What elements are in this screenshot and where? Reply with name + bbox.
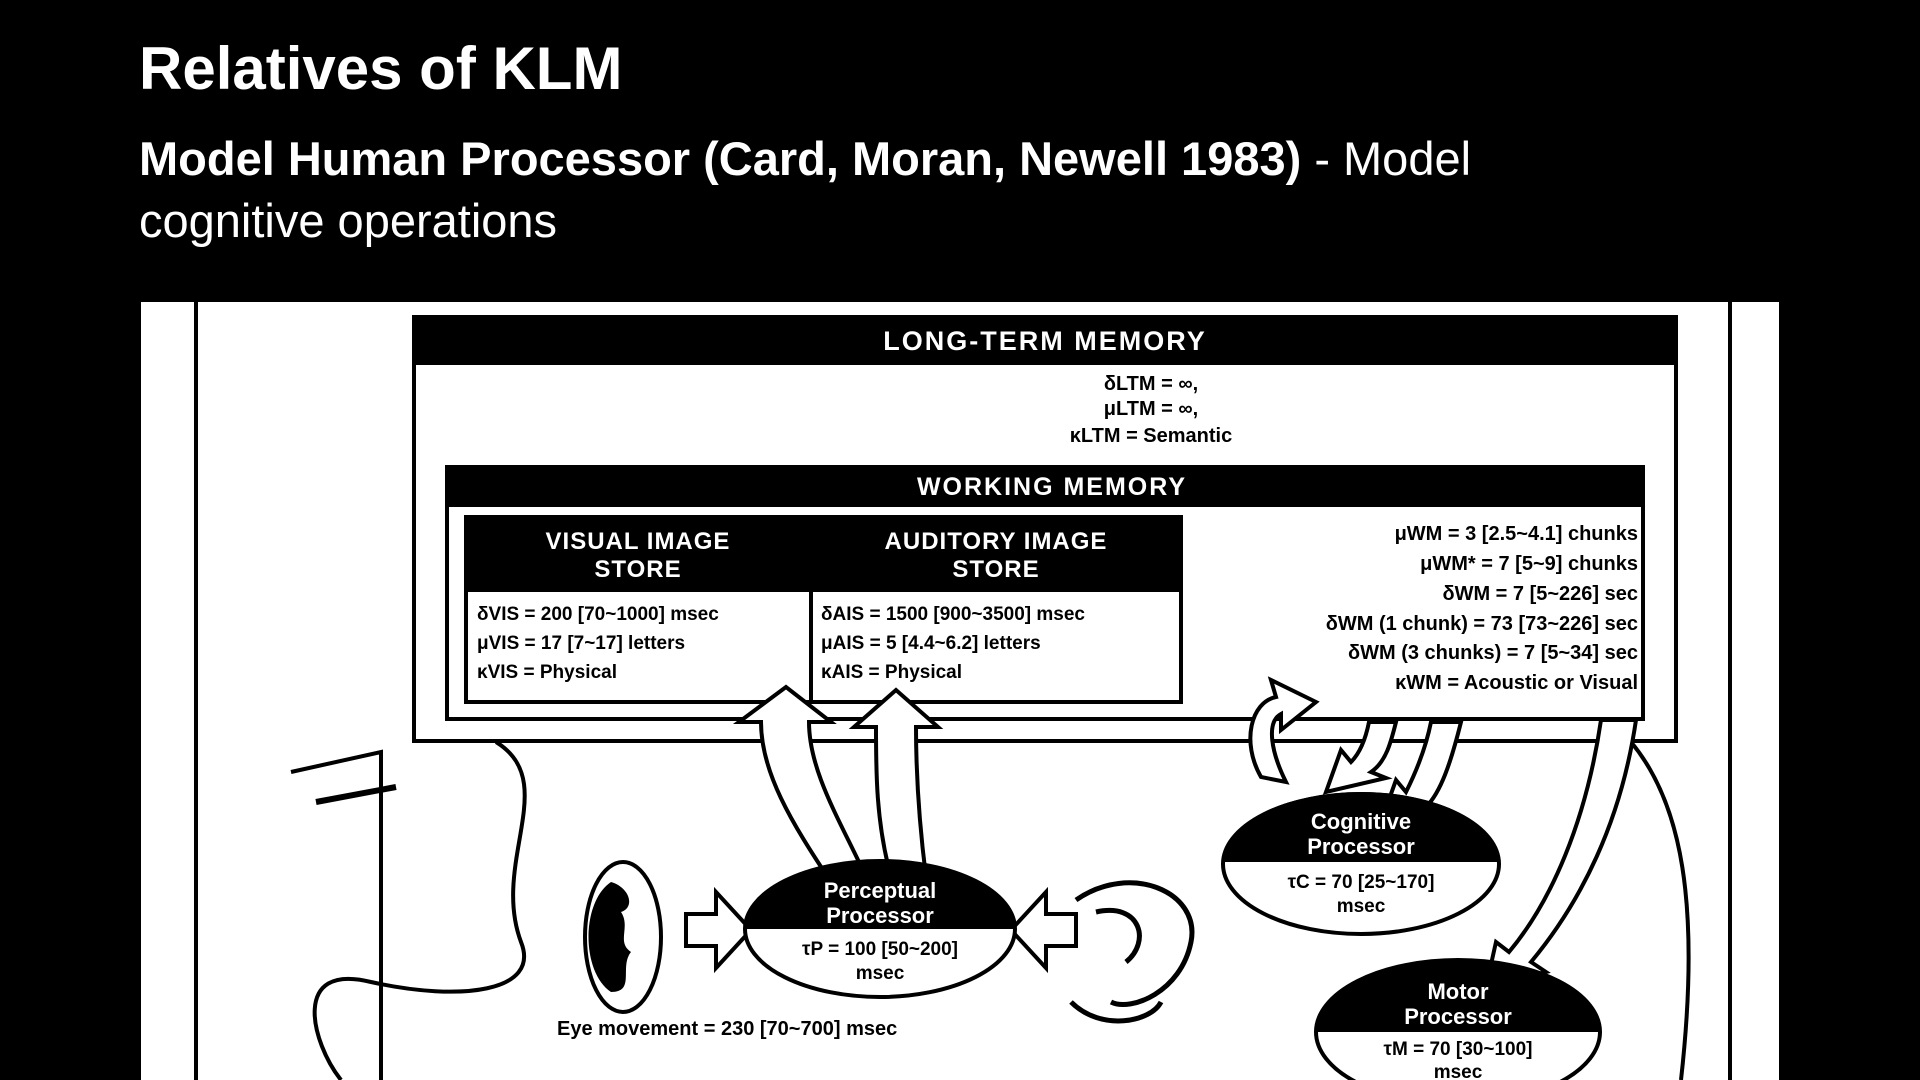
mhp-diagram: LONG-TERM MEMORY δLTM = ∞, μLTM = ∞, κLT… — [194, 302, 1732, 1080]
perceptual-unit: msec — [856, 963, 905, 984]
slide-title: Relatives of KLM — [139, 35, 623, 102]
perceptual-name: Perceptual — [824, 878, 937, 903]
ltm-capacity: μLTM = ∞, — [1104, 398, 1198, 420]
ltm-title: LONG-TERM MEMORY — [883, 326, 1206, 356]
cognitive-param: τC = 70 [25~170] — [1288, 872, 1435, 893]
wm-param: μWM* = 7 [5~9] chunks — [1420, 553, 1638, 575]
cognitive-name: Cognitive — [1311, 809, 1411, 834]
motor-unit: msec — [1434, 1062, 1483, 1080]
vis-param: δVIS = 200 [70~1000] msec — [477, 604, 719, 625]
ais-param: μAIS = 5 [4.4~6.2] letters — [821, 633, 1041, 654]
cognitive-to-wm-arrow — [1248, 676, 1320, 785]
slide-subtitle: Model Human Processor (Card, Moran, Newe… — [139, 128, 1639, 252]
perceptual-name: Processor — [826, 903, 934, 928]
wm-param: δWM (3 chunks) = 7 [5~34] sec — [1348, 642, 1638, 664]
vis-param: κVIS = Physical — [477, 662, 617, 683]
wm-title: WORKING MEMORY — [917, 473, 1187, 501]
perceptual-processor: Perceptual Processor τP = 100 [50~200] m… — [743, 859, 1017, 999]
model-human-processor-figure: LONG-TERM MEMORY δLTM = ∞, μLTM = ∞, κLT… — [141, 302, 1779, 1080]
perceptual-param: τP = 100 [50~200] — [802, 939, 958, 960]
wm-to-motor-arrow — [1483, 718, 1639, 990]
wm-param: δWM = 7 [5~226] sec — [1442, 583, 1638, 605]
visual-input-arrow — [684, 886, 754, 974]
visual-image-store: VISUAL IMAGE STORE δVIS = 200 [70~1000] … — [464, 515, 813, 704]
vis-param: μVIS = 17 [7~17] letters — [477, 633, 685, 654]
motor-name: Motor — [1427, 979, 1489, 1004]
body-outline — [290, 749, 383, 1080]
head-outline — [312, 740, 527, 1080]
eye-movement-label: Eye movement = 230 [70~700] msec — [557, 1018, 897, 1040]
cognitive-name: Processor — [1307, 834, 1415, 859]
cognitive-processor: Cognitive Processor τC = 70 [25~170] mse… — [1221, 792, 1501, 936]
ltm-code: κLTM = Semantic — [1070, 425, 1232, 447]
ais-param: δAIS = 1500 [900~3500] msec — [821, 604, 1085, 625]
eye-icon — [583, 860, 663, 1014]
wm-param: δWM (1 chunk) = 73 [73~226] sec — [1326, 613, 1638, 635]
ear-icon — [1069, 880, 1195, 1024]
motor-processor: Motor Processor τM = 70 [30~100] msec — [1314, 958, 1602, 1080]
ais-title: STORE — [952, 556, 1039, 583]
ais-title: AUDITORY IMAGE — [885, 528, 1108, 555]
vis-title: VISUAL IMAGE — [546, 528, 731, 555]
cognitive-unit: msec — [1337, 896, 1386, 917]
ltm-decay: δLTM = ∞, — [1104, 373, 1198, 395]
wm-param: κWM = Acoustic or Visual — [1395, 672, 1638, 694]
motor-name: Processor — [1404, 1004, 1512, 1029]
auditory-input-arrow — [1008, 886, 1078, 974]
subtitle-description: - Model cognitive operations — [139, 132, 1472, 247]
vis-title: STORE — [594, 556, 681, 583]
perceptual-to-ais-arrow — [848, 687, 944, 879]
wm-to-cognitive-arrow — [1322, 720, 1399, 795]
auditory-image-store: AUDITORY IMAGE STORE δAIS = 1500 [900~35… — [809, 515, 1183, 704]
perceptual-to-vis-arrow — [732, 684, 869, 885]
subtitle-citation: Model Human Processor (Card, Moran, Newe… — [139, 132, 1302, 185]
ais-param: κAIS = Physical — [821, 662, 962, 683]
wm-param: μWM = 3 [2.5~4.1] chunks — [1395, 523, 1638, 545]
motor-param: τM = 70 [30~100] — [1384, 1039, 1533, 1060]
